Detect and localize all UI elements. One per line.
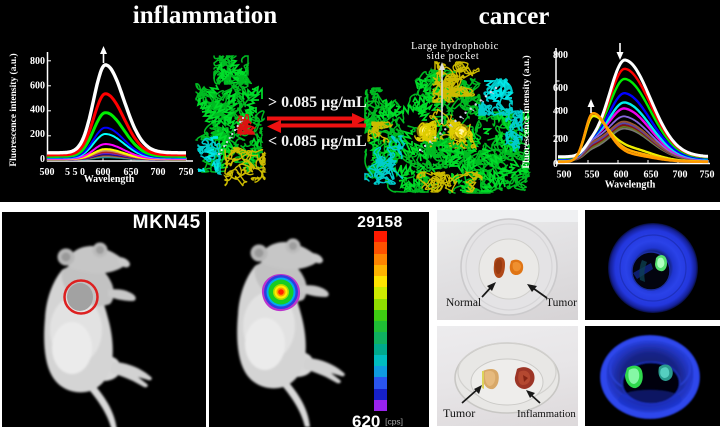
svg-text:200: 200 [553,134,568,145]
svg-text:inflammation: inflammation [133,2,278,29]
svg-text:0: 0 [553,159,558,170]
svg-text:5 5 0: 5 5 0 [65,167,85,178]
svg-text:cancer: cancer [479,3,550,30]
svg-text:Fluorescence intensity (a.u.): Fluorescence intensity (a.u.) [521,55,532,168]
svg-text:200: 200 [30,129,45,140]
svg-text:600: 600 [30,81,45,92]
svg-text:800: 800 [553,50,568,61]
svg-text:600: 600 [553,83,568,94]
svg-text:600: 600 [614,170,629,181]
svg-text:750: 750 [179,167,194,178]
svg-text:400: 400 [30,105,45,116]
svg-text:400: 400 [553,106,568,117]
svg-text:Tumor: Tumor [443,406,475,420]
svg-text:700: 700 [673,170,688,181]
svg-text:800: 800 [30,56,45,67]
svg-text:700: 700 [151,167,166,178]
svg-text:Wavelength: Wavelength [605,180,656,191]
svg-text:550: 550 [585,170,600,181]
svg-text:750: 750 [700,170,715,181]
svg-text:500: 500 [40,167,55,178]
svg-text:Fluorescence intensity (a.u.): Fluorescence intensity (a.u.) [8,53,19,166]
svg-text:Wavelength: Wavelength [84,174,135,185]
svg-text:Inflammation: Inflammation [517,408,576,420]
svg-text:500: 500 [557,170,572,181]
svg-text:0: 0 [40,154,45,165]
svg-text:600: 600 [96,167,111,178]
svg-text:650: 650 [124,167,139,178]
svg-text:side pocket: side pocket [427,51,480,62]
svg-text:Normal: Normal [446,297,481,309]
svg-text:< 0.085 μg/mL: < 0.085 μg/mL [268,133,367,150]
svg-text:Large hydrophobic: Large hydrophobic [411,41,499,52]
svg-text:650: 650 [644,170,659,181]
svg-text:> 0.085 μg/mL: > 0.085 μg/mL [268,94,367,111]
svg-text:Tumor: Tumor [546,297,577,309]
